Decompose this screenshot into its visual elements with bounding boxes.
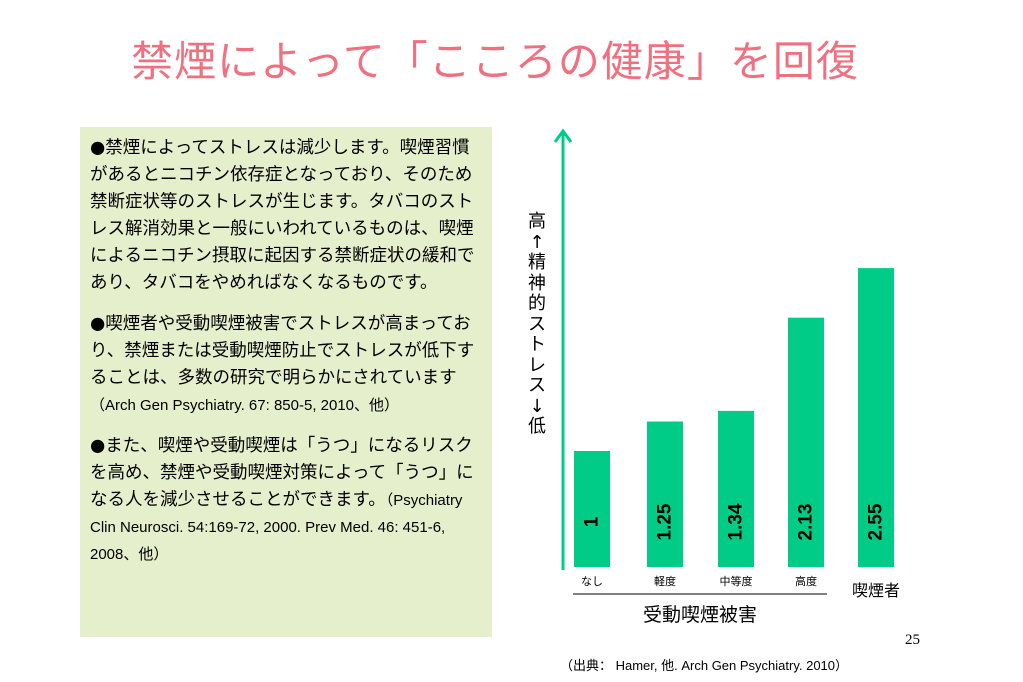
citation-depression: （Psychiatry Clin Neurosci. 54:169-72, 20… [90, 492, 463, 563]
slide-title: 禁煙によって「こころの健康」を回復 [131, 37, 859, 86]
text-panel: ●禁煙によってストレスは減少します。喫煙習慣があるとニコチン依存症となっており、… [80, 127, 492, 637]
y-axis-arrow [553, 128, 573, 570]
category-label-2: 中等度 [720, 574, 753, 588]
source-citation: （出典： Hamer, 他. Arch Gen Psychiatry. 2010… [560, 658, 849, 673]
bar-value-label-4: 2.55 [866, 503, 887, 540]
paragraph-stress: ●禁煙によってストレスは減少します。喫煙習慣があるとニコチン依存症となっており、… [90, 138, 475, 293]
bar-value-label-2: 1.34 [726, 503, 747, 540]
bar-3 [786, 315, 826, 569]
bar-1 [645, 419, 685, 569]
bar-0 [572, 449, 612, 569]
bar-4 [856, 266, 896, 569]
bar-2 [716, 408, 756, 569]
page-number: 25 [905, 632, 920, 648]
paragraph-depression-text: ●また、喫煙や受動喫煙は「うつ」になるリスクを高め、禁煙や受動喫煙対策によって「… [90, 436, 474, 510]
paragraph-depression: ●また、喫煙や受動喫煙は「うつ」になるリスクを高め、禁煙や受動喫煙対策によって「… [90, 433, 482, 568]
y-axis-label: 高↑精神的ストレス↓低 [528, 211, 546, 437]
paragraph-research: ●喫煙者や受動喫煙被害でストレスが高まっており、禁煙または受動喫煙防止でストレス… [90, 311, 482, 419]
paragraph-research-text: ●喫煙者や受動喫煙被害でストレスが高まっており、禁煙または受動喫煙防止でストレス… [90, 314, 475, 388]
category-label-3: 高度 [795, 574, 817, 588]
bar-value-label-0: 1 [582, 516, 603, 527]
group-label: 受動喫煙被害 [643, 604, 757, 626]
category-label-4: 喫煙者 [852, 581, 900, 600]
category-label-0: なし [581, 575, 603, 588]
category-label-1: 軽度 [654, 574, 676, 588]
bar-value-label-1: 1.25 [655, 503, 676, 540]
citation-research: （Arch Gen Psychiatry. 67: 850-5, 2010、他） [90, 397, 400, 414]
bar-value-label-3: 2.13 [796, 504, 817, 541]
